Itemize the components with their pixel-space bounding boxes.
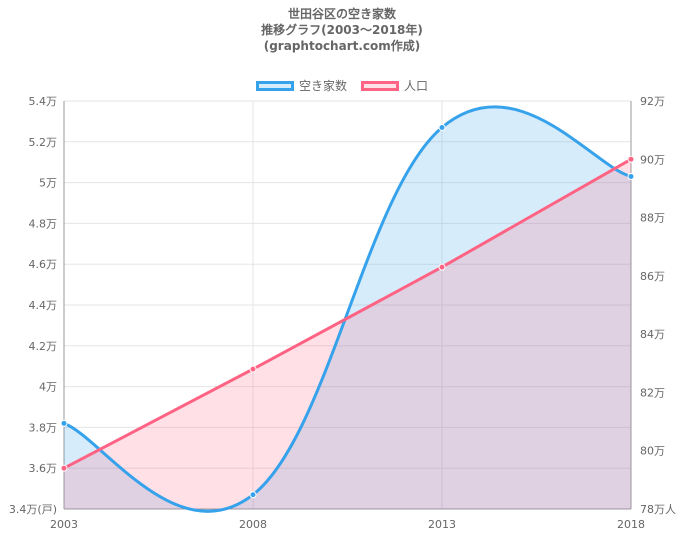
legend-label-vacant: 空き家数 bbox=[298, 79, 347, 93]
line-population bbox=[63, 157, 632, 470]
legend: 空き家数 人口 bbox=[0, 77, 684, 94]
series-areas bbox=[64, 106, 631, 512]
point-vacant-2018[interactable] bbox=[627, 172, 635, 180]
y-left-tick-label: 3.6万 bbox=[29, 462, 58, 475]
point-population-2008[interactable] bbox=[249, 365, 257, 373]
y-left-tick-label: 4.4万 bbox=[29, 299, 58, 312]
title-line-1: 世田谷区の空き家数 bbox=[287, 7, 396, 21]
y-right-tick-label: 84万 bbox=[640, 328, 665, 341]
y-left-tick-label: 4.8万 bbox=[29, 217, 58, 230]
y-left-tick-label: 4.6万 bbox=[29, 258, 58, 271]
grid bbox=[63, 100, 632, 510]
point-population-2003[interactable] bbox=[60, 464, 68, 472]
y-right-tick-label: 82万 bbox=[640, 386, 665, 399]
y-left-tick-label: 5.2万 bbox=[29, 136, 58, 149]
legend-swatch-vacant bbox=[255, 80, 294, 91]
legend-label-population: 人口 bbox=[404, 79, 429, 93]
y-right-tick-label: 92万 bbox=[640, 95, 665, 108]
legend-item-vacant[interactable]: 空き家数 bbox=[255, 77, 347, 94]
line-vacant bbox=[63, 105, 632, 513]
chart-title: 世田谷区の空き家数 推移グラフ(2003〜2018年) (graphtochar… bbox=[0, 6, 684, 54]
y-left-tick-label: 5.4万 bbox=[29, 95, 58, 108]
area-population bbox=[64, 159, 631, 510]
y-right-tick-label: 88万 bbox=[640, 212, 665, 225]
x-tick-label: 2008 bbox=[239, 518, 267, 531]
title-line-2: 推移グラフ(2003〜2018年) bbox=[261, 23, 423, 37]
y-left-tick-label: 4万 bbox=[39, 381, 57, 394]
y-left-tick-label: 5万 bbox=[39, 177, 57, 190]
legend-swatch-population bbox=[361, 80, 399, 91]
series-lines bbox=[63, 105, 632, 513]
point-vacant-2003[interactable] bbox=[60, 419, 68, 427]
legend-item-population[interactable]: 人口 bbox=[361, 77, 428, 94]
point-vacant-2013[interactable] bbox=[438, 124, 446, 132]
y-left-tick-label: 3.4万(戸) bbox=[9, 503, 57, 516]
y-right-tick-label: 78万人 bbox=[640, 503, 676, 516]
tick-labels: 3.4万(戸) 3.6万 3.8万 4万 4.2万 4.4万 4.6万 4.8万 5万 5.2万 5… bbox=[9, 95, 676, 531]
data-points bbox=[60, 124, 635, 499]
point-population-2018[interactable] bbox=[627, 155, 635, 163]
x-tick-label: 2003 bbox=[50, 518, 78, 531]
y-right-tick-label: 90万 bbox=[640, 153, 665, 166]
y-right-tick-label: 86万 bbox=[640, 270, 665, 283]
point-vacant-2008[interactable] bbox=[249, 491, 257, 499]
y-right-tick-label: 80万 bbox=[640, 445, 665, 458]
y-left-tick-label: 3.8万 bbox=[29, 421, 58, 434]
title-line-3: (graphtochart.com作成) bbox=[263, 39, 421, 53]
x-tick-label: 2013 bbox=[428, 518, 456, 531]
area-vacant bbox=[64, 106, 631, 512]
y-left-tick-label: 4.2万 bbox=[29, 340, 58, 353]
point-population-2013[interactable] bbox=[438, 263, 446, 271]
x-tick-label: 2018 bbox=[617, 518, 645, 531]
